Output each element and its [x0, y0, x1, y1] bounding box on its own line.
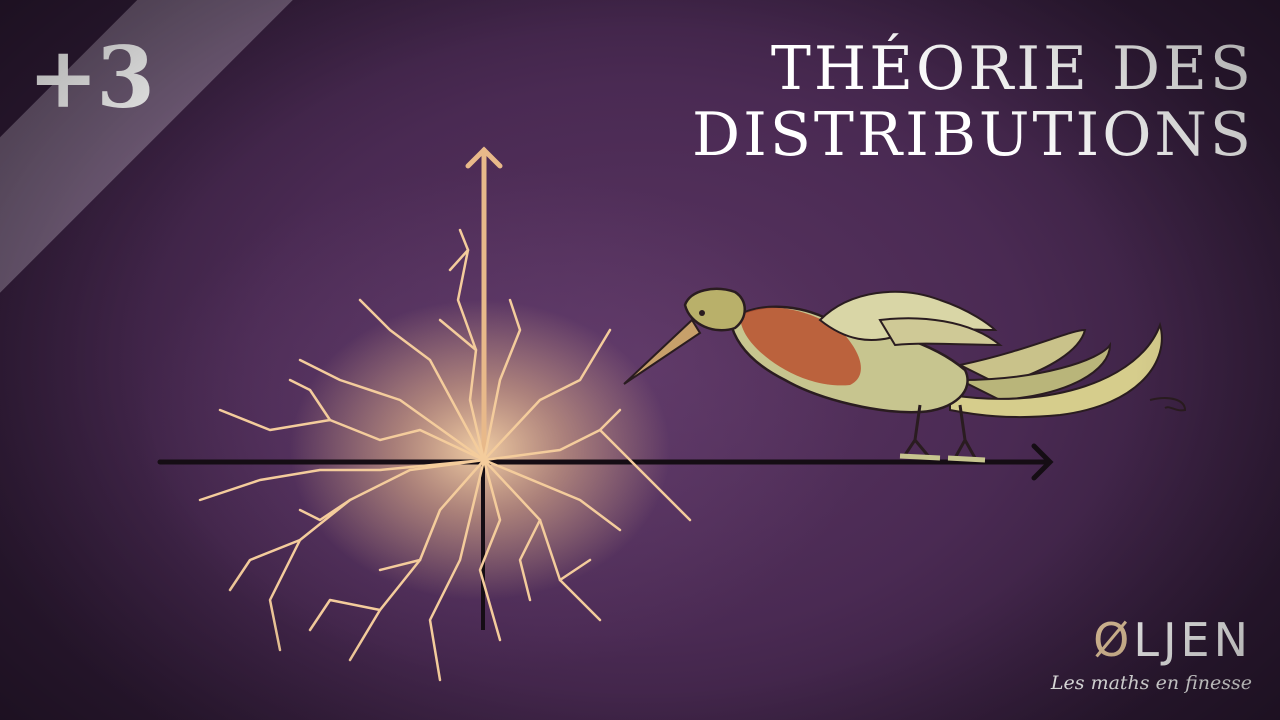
brand-logo: ØLJEN Les maths en finesse [1051, 614, 1252, 694]
brand-wordmark: ØLJEN [1051, 614, 1252, 666]
brand-mark: Ø [1093, 613, 1134, 667]
episode-badge: +3 [28, 28, 155, 127]
title-line-2: DISTRIBUTIONS [692, 100, 1254, 170]
lightning-burst-icon [198, 228, 692, 682]
x-axis-icon [157, 443, 1054, 481]
title-line-1: THÉORIE DES [770, 34, 1254, 104]
y-axis-icon [465, 146, 503, 465]
heron-bird-icon [623, 287, 1187, 463]
brand-tagline: Les maths en finesse [1050, 672, 1252, 694]
page-title: THÉORIE DES DISTRIBUTIONS [692, 36, 1254, 168]
brand-name: LJEN [1133, 613, 1252, 667]
